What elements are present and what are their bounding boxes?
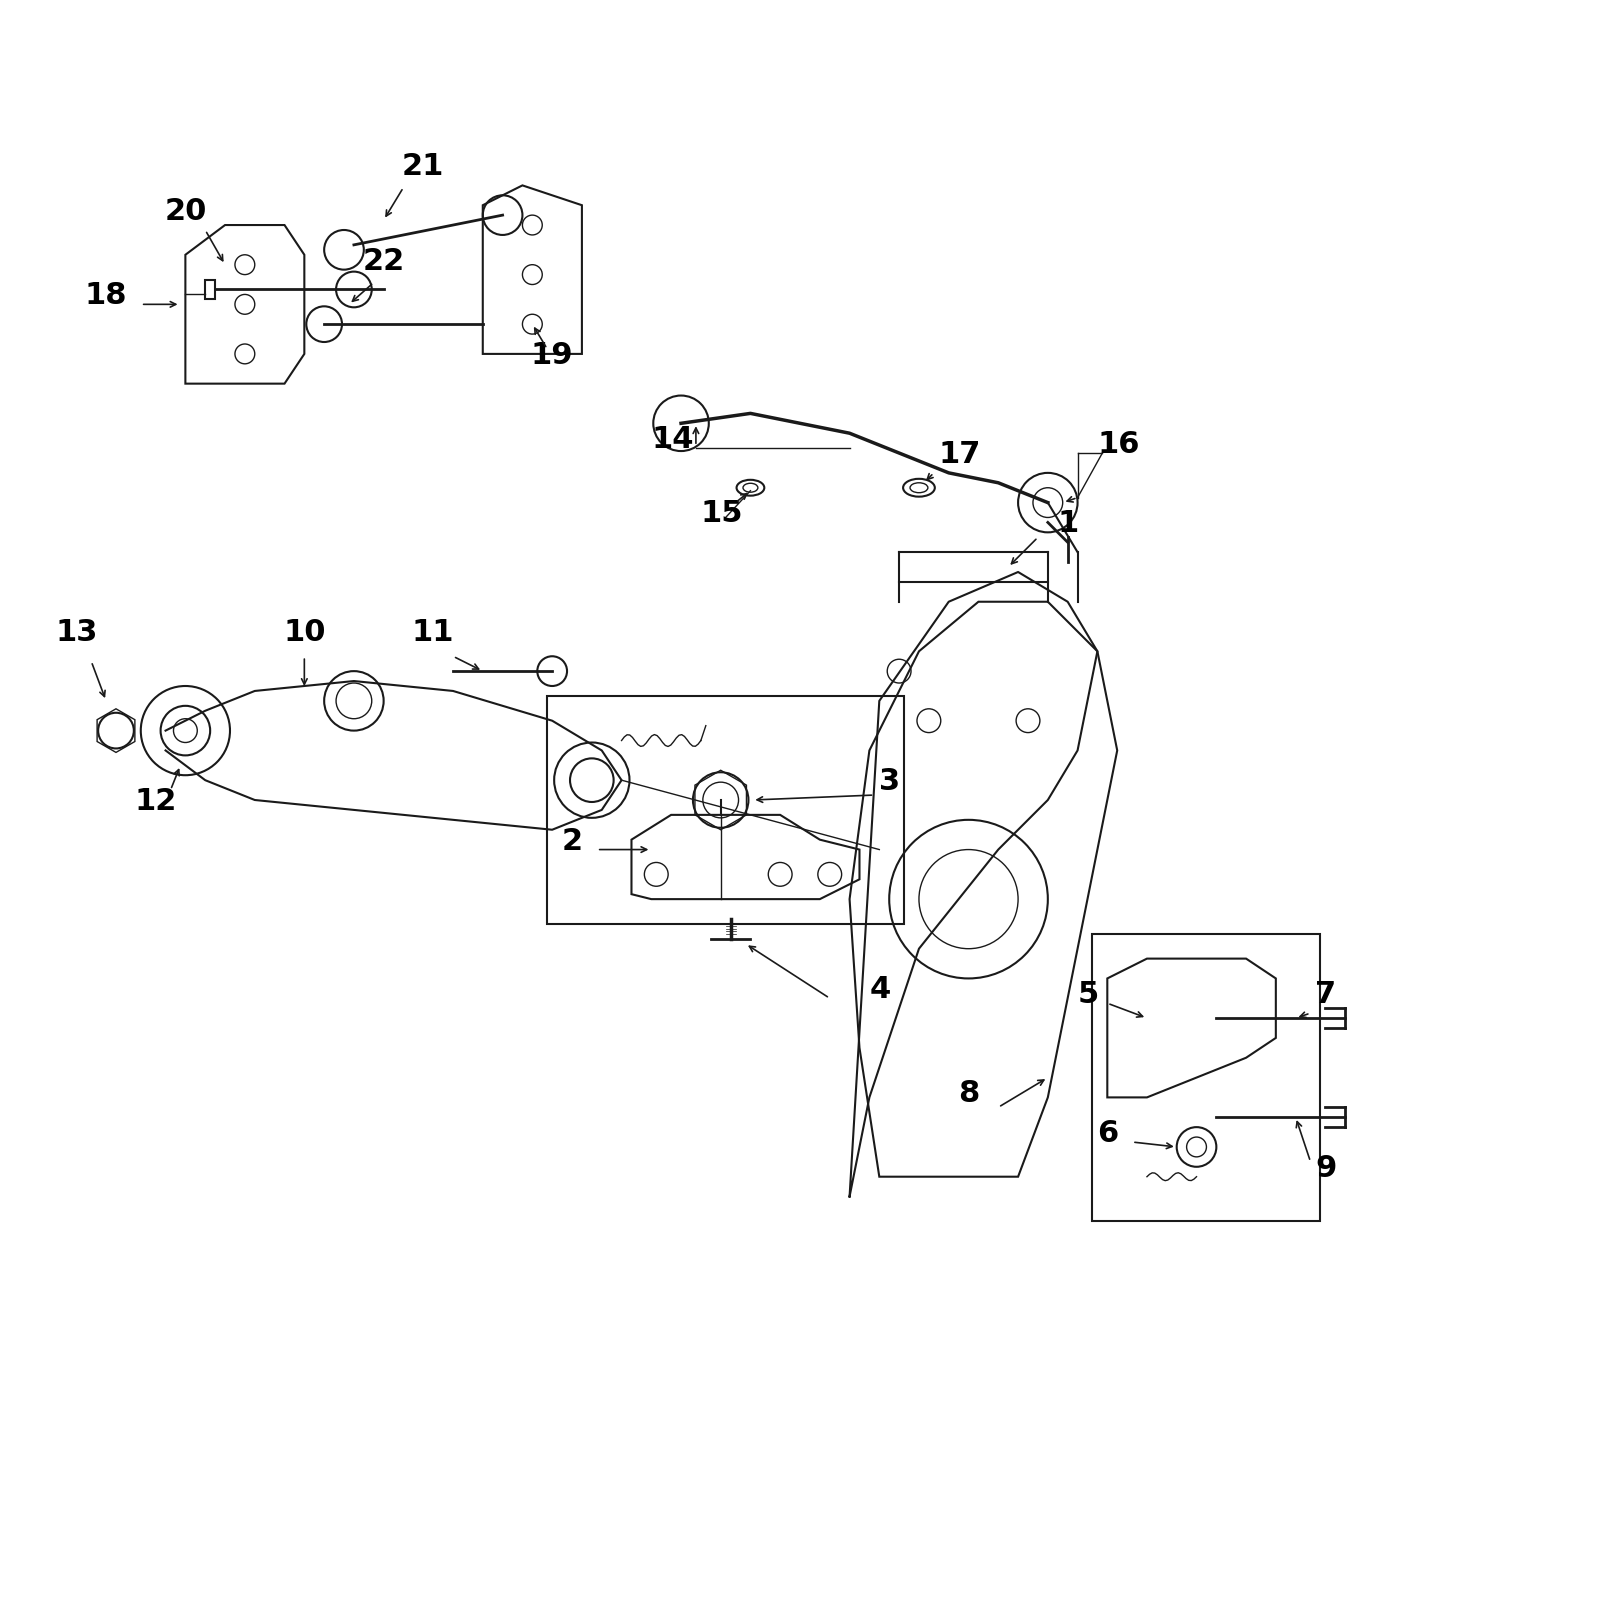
- Text: 13: 13: [54, 618, 98, 648]
- Text: 6: 6: [1098, 1118, 1118, 1149]
- Text: 20: 20: [165, 197, 206, 226]
- Text: 2: 2: [562, 827, 584, 856]
- Text: 15: 15: [701, 499, 744, 528]
- Text: 1: 1: [1058, 509, 1078, 538]
- Text: 9: 9: [1315, 1154, 1338, 1182]
- Text: 21: 21: [402, 152, 445, 181]
- Text: 5: 5: [1077, 981, 1099, 1010]
- Text: 19: 19: [531, 341, 573, 370]
- Text: 12: 12: [134, 787, 178, 816]
- Text: 7: 7: [1315, 981, 1336, 1010]
- Text: 11: 11: [411, 618, 454, 648]
- Text: 14: 14: [651, 426, 694, 454]
- Text: 3: 3: [880, 766, 901, 797]
- Text: 10: 10: [283, 618, 325, 648]
- Text: 16: 16: [1098, 430, 1139, 459]
- Text: 17: 17: [939, 440, 981, 469]
- Text: 8: 8: [958, 1080, 979, 1109]
- Text: 4: 4: [869, 976, 891, 1005]
- Text: 18: 18: [85, 282, 128, 310]
- Text: 22: 22: [363, 246, 405, 275]
